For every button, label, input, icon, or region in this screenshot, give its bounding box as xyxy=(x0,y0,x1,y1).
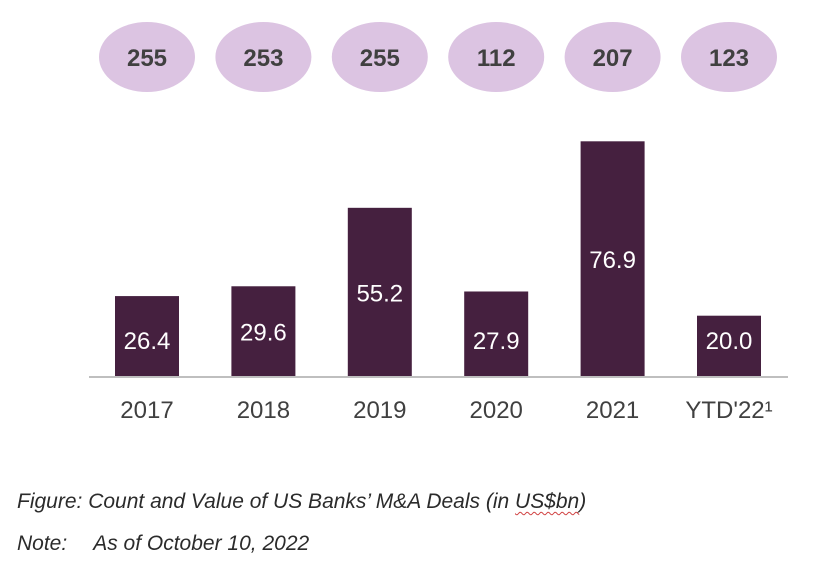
x-tick-label: YTD'22¹ xyxy=(685,397,772,424)
note-caption: Note: As of October 10, 2022 xyxy=(17,532,309,556)
bar xyxy=(231,286,296,377)
bar xyxy=(347,207,412,377)
deal-count-bubble xyxy=(331,22,428,92)
deal-count-label: 255 xyxy=(360,45,400,72)
figure-caption-suffix: ) xyxy=(579,490,587,513)
bar-value-label: 76.9 xyxy=(589,247,636,274)
bar xyxy=(464,291,529,377)
deal-count-bubble xyxy=(99,22,195,92)
figure-caption-unit: US$bn xyxy=(515,490,580,513)
note-label: Note: xyxy=(17,532,68,555)
x-tick-label: 2019 xyxy=(353,397,406,424)
x-tick-label: 2018 xyxy=(237,397,290,424)
bar-chart: 255 26.4 2017 253 29.6 2018 255 55.2 2019 112 27.9… xyxy=(89,22,788,424)
bar xyxy=(697,315,761,377)
bar-value-label: 26.4 xyxy=(124,328,171,355)
figure-caption-prefix: Figure: Count and Value of US Banks’ M&A… xyxy=(17,490,516,513)
figure-caption: Figure: Count and Value of US Banks’ M&A… xyxy=(17,490,586,514)
x-tick-label: 2021 xyxy=(586,397,639,424)
x-tick-label: 2020 xyxy=(470,397,523,424)
deal-count-bubble xyxy=(215,22,312,92)
deal-count-label: 255 xyxy=(127,45,167,72)
deal-count-bubble xyxy=(564,22,661,92)
x-tick-label: 2017 xyxy=(120,397,173,424)
deal-count-label: 123 xyxy=(709,45,749,72)
deal-count-label: 207 xyxy=(593,45,633,72)
deal-count-bubble xyxy=(448,22,545,92)
bar-value-label: 55.2 xyxy=(356,280,403,307)
bar-value-label: 29.6 xyxy=(240,320,287,347)
note-text: As of October 10, 2022 xyxy=(93,532,310,555)
deal-count-label: 112 xyxy=(477,45,516,72)
bar-value-label: 27.9 xyxy=(473,328,520,355)
bar xyxy=(115,296,179,377)
deal-count-bubble xyxy=(681,22,777,92)
bar xyxy=(580,141,645,377)
deal-count-label: 253 xyxy=(243,45,283,72)
bar-value-label: 20.0 xyxy=(706,328,753,355)
